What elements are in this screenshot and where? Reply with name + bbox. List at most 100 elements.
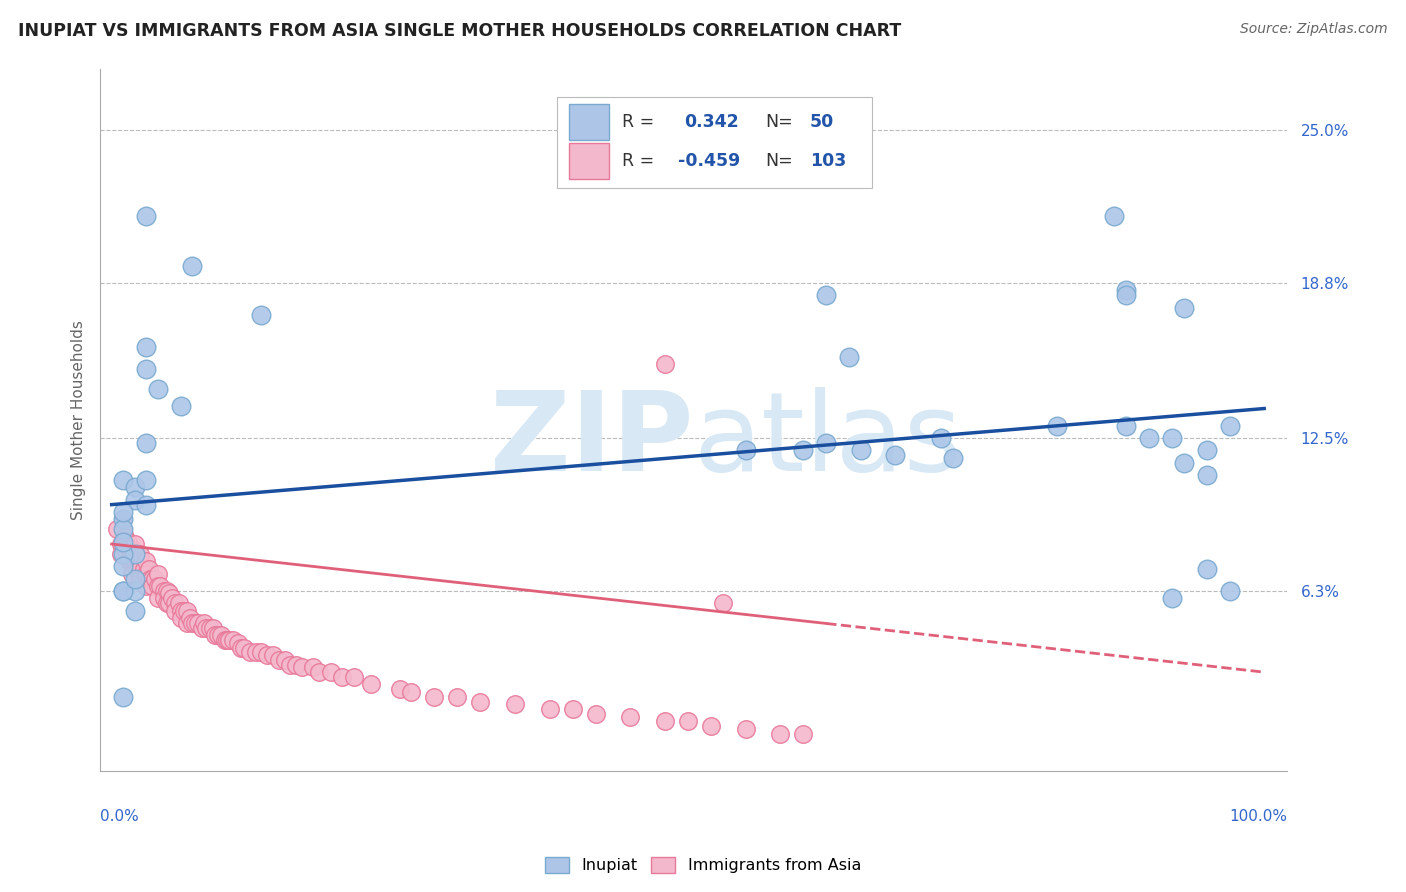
Point: [1219, 418, 1241, 433]
Point: [121, 554, 143, 568]
Point: [141, 572, 163, 586]
Point: [245, 645, 267, 659]
Point: [654, 714, 676, 729]
Point: [135, 473, 157, 487]
Y-axis label: Single Mother Households: Single Mother Households: [72, 319, 86, 519]
Point: [221, 633, 243, 648]
Text: 103: 103: [810, 153, 846, 170]
Point: [118, 554, 141, 568]
Point: [401, 685, 423, 699]
Point: [135, 566, 157, 581]
Point: [138, 572, 160, 586]
Point: [1104, 210, 1126, 224]
Point: [170, 611, 193, 625]
Point: [112, 690, 135, 704]
Point: [141, 579, 163, 593]
Point: [734, 443, 756, 458]
Legend: Inupiat, Immigrants from Asia: Inupiat, Immigrants from Asia: [538, 850, 868, 880]
Point: [124, 583, 146, 598]
Point: [112, 512, 135, 526]
Point: [360, 677, 382, 691]
Point: [124, 537, 146, 551]
Point: [176, 615, 198, 630]
Text: N=: N=: [765, 153, 793, 170]
Point: [183, 615, 205, 630]
Point: [792, 443, 814, 458]
Point: [125, 547, 148, 561]
Point: [129, 562, 152, 576]
Point: [179, 611, 201, 625]
Point: [152, 583, 174, 598]
Point: [700, 719, 723, 733]
Point: [167, 596, 190, 610]
Point: [1115, 418, 1137, 433]
Point: [176, 603, 198, 617]
Point: [124, 547, 146, 561]
Point: [170, 399, 193, 413]
Point: [124, 603, 146, 617]
Text: -0.459: -0.459: [678, 153, 741, 170]
Point: [256, 648, 278, 662]
Point: [1137, 431, 1160, 445]
Point: [815, 288, 838, 302]
Point: [239, 645, 262, 659]
Point: [112, 473, 135, 487]
Point: [1046, 418, 1069, 433]
Text: 0.0%: 0.0%: [100, 809, 139, 824]
Point: [561, 702, 583, 716]
Point: [112, 559, 135, 574]
Point: [112, 583, 135, 598]
Point: [187, 615, 209, 630]
Text: atlas: atlas: [693, 387, 962, 494]
Point: [931, 431, 953, 445]
Point: [128, 554, 150, 568]
Point: [446, 690, 468, 704]
Point: [1219, 583, 1241, 598]
Point: [163, 596, 186, 610]
Point: [157, 586, 180, 600]
Text: INUPIAT VS IMMIGRANTS FROM ASIA SINGLE MOTHER HOUSEHOLDS CORRELATION CHART: INUPIAT VS IMMIGRANTS FROM ASIA SINGLE M…: [18, 22, 901, 40]
Text: 50: 50: [810, 113, 834, 131]
Point: [170, 603, 193, 617]
Point: [160, 591, 183, 606]
Point: [215, 633, 238, 648]
Point: [112, 583, 135, 598]
Point: [884, 448, 907, 462]
Point: [1195, 468, 1218, 483]
Point: [124, 492, 146, 507]
Point: [838, 350, 860, 364]
Point: [792, 727, 814, 741]
Point: [267, 653, 290, 667]
Point: [146, 566, 169, 581]
Point: [124, 554, 146, 568]
Point: [112, 522, 135, 536]
Point: [129, 547, 152, 561]
Text: R =: R =: [623, 113, 655, 131]
Point: [388, 682, 411, 697]
Point: [173, 603, 195, 617]
Point: [207, 628, 229, 642]
Point: [250, 645, 273, 659]
Point: [156, 596, 179, 610]
Text: N=: N=: [765, 113, 793, 131]
Point: [163, 603, 186, 617]
Point: [302, 660, 325, 674]
Point: [291, 660, 314, 674]
Point: [198, 621, 221, 635]
Point: [138, 562, 160, 576]
Point: [181, 259, 204, 273]
Point: [538, 702, 561, 716]
Point: [229, 640, 252, 655]
Point: [135, 579, 157, 593]
Point: [112, 505, 135, 519]
Point: [1195, 562, 1218, 576]
Point: [734, 722, 756, 736]
Point: [112, 537, 135, 551]
Point: [112, 512, 135, 526]
Point: [676, 714, 699, 729]
Point: [124, 480, 146, 494]
Text: ZIP: ZIP: [491, 387, 693, 494]
Point: [190, 621, 212, 635]
Point: [1115, 288, 1137, 302]
Point: [135, 498, 157, 512]
